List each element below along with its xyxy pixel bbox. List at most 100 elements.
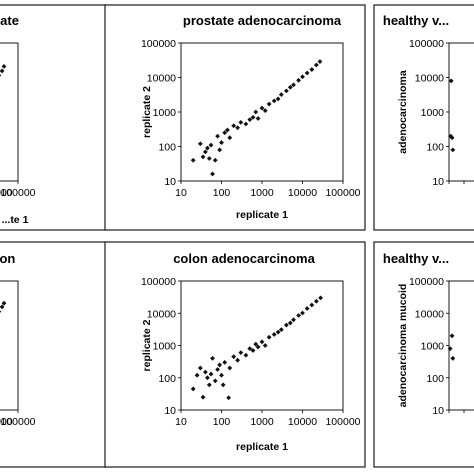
data-point bbox=[255, 344, 261, 350]
data-point bbox=[227, 135, 233, 141]
data-point bbox=[208, 371, 214, 377]
data-point bbox=[0, 310, 2, 313]
x-tick-label: 10000 bbox=[288, 187, 317, 199]
data-point bbox=[206, 382, 212, 388]
data-point bbox=[448, 78, 454, 84]
y-tick-label: 1000 bbox=[153, 341, 177, 353]
y-axis-label: replicate 2 bbox=[141, 319, 153, 371]
data-point bbox=[1, 300, 7, 306]
data-point bbox=[247, 346, 253, 352]
data-point bbox=[235, 357, 241, 363]
data-point bbox=[231, 354, 237, 360]
data-point bbox=[212, 378, 218, 384]
data-point bbox=[447, 346, 453, 352]
plot-area bbox=[0, 280, 19, 411]
chart-title: ...on bbox=[0, 251, 15, 266]
data-point bbox=[0, 304, 5, 310]
y-tick-label: 100000 bbox=[409, 38, 444, 50]
data-point bbox=[243, 352, 249, 358]
data-point bbox=[296, 77, 301, 83]
data-point bbox=[0, 74, 2, 77]
data-point bbox=[225, 127, 230, 133]
data-point bbox=[250, 114, 256, 120]
data-point bbox=[235, 125, 241, 131]
data-point bbox=[287, 320, 293, 326]
x-tick-label: 10000 bbox=[0, 416, 13, 428]
x-tick-label: 10 bbox=[175, 416, 187, 428]
data-point bbox=[212, 157, 218, 163]
data-point bbox=[250, 348, 256, 353]
data-point bbox=[219, 140, 224, 145]
data-point bbox=[287, 84, 293, 90]
data-point bbox=[300, 74, 305, 80]
data-point bbox=[275, 329, 281, 335]
data-point bbox=[283, 88, 289, 94]
data-point bbox=[291, 317, 296, 323]
data-point bbox=[220, 382, 226, 388]
panel-bottom-right: healthy v... 10 100 1000 10000 100000adenocar… bbox=[373, 241, 474, 468]
data-point bbox=[275, 96, 281, 102]
data-point bbox=[200, 394, 206, 400]
data-point bbox=[266, 334, 272, 340]
data-point bbox=[449, 135, 455, 141]
data-point bbox=[238, 350, 244, 356]
plot-area bbox=[180, 42, 344, 182]
data-point bbox=[194, 372, 200, 378]
panel-bottom-middle: colon adenocarcinoma 10 100 1000 10000 100000… bbox=[104, 241, 366, 468]
data-point bbox=[309, 302, 315, 308]
data-point bbox=[219, 372, 224, 378]
y-tick-label: 100 bbox=[158, 142, 176, 154]
y-tick-label: 10 bbox=[164, 405, 176, 417]
data-point bbox=[278, 92, 284, 97]
x-tick-label: 100 bbox=[213, 416, 231, 428]
data-point bbox=[262, 343, 268, 348]
chart-title: healthy v... bbox=[383, 13, 449, 28]
x-tick-label: 1000 bbox=[250, 416, 274, 428]
data-point bbox=[296, 313, 301, 318]
y-tick-label: 1000 bbox=[421, 107, 445, 119]
data-point bbox=[222, 359, 228, 365]
panel-bottom-left: ...on010000100000 bbox=[0, 241, 107, 468]
plot-area bbox=[180, 280, 344, 411]
y-tick-label: 10 bbox=[432, 405, 444, 417]
data-point bbox=[243, 121, 249, 127]
data-point bbox=[227, 365, 233, 371]
data-point bbox=[202, 369, 208, 375]
x-tick-label: 100000 bbox=[325, 416, 360, 428]
data-point bbox=[238, 119, 244, 125]
data-point bbox=[291, 82, 296, 88]
y-tick-label: 100 bbox=[158, 373, 176, 385]
data-point bbox=[317, 59, 323, 64]
data-point bbox=[0, 68, 5, 74]
data-point bbox=[450, 355, 456, 361]
data-point bbox=[197, 365, 203, 371]
y-tick-label: 1000 bbox=[153, 107, 177, 119]
data-point bbox=[259, 105, 265, 111]
data-point bbox=[222, 130, 228, 136]
chart-title: colon adenocarcinoma bbox=[173, 251, 315, 266]
x-tick-label: 100 bbox=[213, 187, 231, 199]
data-point bbox=[271, 332, 277, 337]
x-tick-label: 100000 bbox=[0, 187, 35, 199]
data-point bbox=[200, 154, 206, 160]
plot-area bbox=[448, 42, 474, 182]
data-point bbox=[190, 386, 196, 392]
x-axis-label: replicate 1 bbox=[236, 209, 288, 221]
data-point bbox=[271, 98, 277, 104]
data-point bbox=[208, 142, 214, 148]
data-point bbox=[309, 67, 315, 72]
y-tick-label: 10000 bbox=[415, 73, 444, 85]
data-point bbox=[253, 341, 259, 347]
data-point bbox=[255, 116, 261, 121]
x-tick-label: 10000 bbox=[288, 416, 317, 428]
data-point bbox=[449, 333, 455, 339]
data-point bbox=[197, 141, 203, 147]
data-point bbox=[217, 362, 223, 368]
y-axis-label: adenocarcinoma bbox=[397, 70, 409, 154]
data-point bbox=[450, 147, 456, 153]
data-point bbox=[215, 367, 220, 372]
x-axis-label: replicate 1 bbox=[236, 441, 288, 453]
data-point bbox=[313, 62, 319, 68]
data-point bbox=[313, 298, 319, 304]
